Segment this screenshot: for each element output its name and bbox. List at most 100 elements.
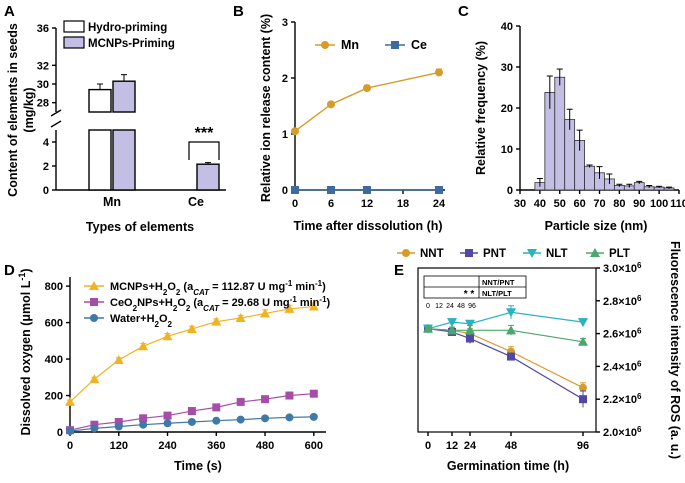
legend-label: Hydro-priming [88, 22, 167, 34]
legend-label: PLT [609, 248, 630, 260]
y-tick-label: 10 [501, 144, 513, 156]
data-point [114, 422, 123, 431]
data-point-NNT [579, 383, 587, 392]
x-axis-title: Types of elements [86, 220, 194, 234]
data-point-PLT [423, 323, 433, 333]
data-point-NLT [506, 308, 516, 318]
data-point [139, 414, 148, 423]
legend-label: MCNPs+H2O2 (aCAT = 112.87 U mg-1 min-1) [110, 279, 326, 297]
x-tick-label: 70 [593, 198, 605, 210]
y-tick-label: 30 [501, 62, 513, 74]
legend-label-part: -1 [319, 295, 327, 304]
data-point-PNT [507, 352, 515, 361]
y-tick-label: 32 [37, 60, 49, 72]
data-point [139, 420, 148, 429]
data-point [163, 411, 172, 420]
x-tick-label: 48 [505, 440, 517, 452]
y-tick-exponent: 6 [637, 326, 642, 335]
inset-tick-label: 48 [457, 303, 465, 310]
series-line [69, 305, 314, 403]
legend-label: Mn [341, 38, 359, 52]
data-point [261, 414, 270, 423]
y-axis-title-sup: -1 [17, 273, 27, 281]
x-tick-label: 110 [670, 198, 685, 210]
bar-lower [112, 129, 136, 191]
legend-label-part: CAT [193, 288, 210, 297]
x-tick-label: 100 [650, 198, 668, 210]
y-tick-label: 3.0×106 [603, 261, 642, 276]
y-tick-label: 20 [501, 103, 513, 115]
significance-stars: * * [464, 289, 475, 300]
data-point [186, 323, 197, 333]
data-point-Mn [435, 68, 443, 77]
y-axis-title: Content of elements in seeds (mg/kg) [6, 23, 36, 197]
data-point-PLT [465, 325, 475, 335]
x-tick-label: 0 [292, 198, 298, 210]
legend-marker [465, 249, 473, 257]
chart-c: 0 10 20 30 40 30 40 50 60 70 80 90 100 110 Particle si… [474, 21, 685, 233]
x-tick-label: 18 [397, 198, 409, 210]
x-tick-label: 50 [554, 198, 566, 210]
y-tick-exponent: 6 [637, 392, 642, 401]
axis-break [50, 109, 62, 128]
legend-label-part: NPs+H [137, 297, 173, 309]
x-tick-label: 0 [425, 440, 431, 452]
bar [196, 163, 220, 191]
inset-tick-label: 24 [446, 303, 454, 310]
data-point [90, 424, 99, 433]
data-point-NLT [465, 319, 475, 329]
data-point [187, 417, 196, 426]
series-line-PNT [427, 328, 584, 400]
data-point [138, 341, 149, 351]
x-tick-label: Mn [103, 195, 121, 209]
significance-bracket [188, 141, 220, 160]
legend-label-part: 2 [173, 304, 178, 313]
y-tick-label: 30 [37, 79, 49, 91]
chart-d: 0 200 400 600 800 0 120 240 360 480 600 MCNPs+H2O2 … [17, 268, 331, 473]
legend-label: Water+H2O2 [110, 313, 173, 329]
y-tick-label: 400 [45, 354, 63, 366]
data-point [89, 374, 100, 384]
y-tick-label: 0 [282, 185, 288, 197]
y-tick-label: 600 [45, 318, 63, 330]
y-axis-title: Dissolved oxygen (μmol L-1) [17, 268, 33, 435]
data-point-Mn [363, 84, 371, 93]
data-point [211, 316, 222, 326]
data-point [261, 395, 270, 404]
data-point [66, 427, 74, 436]
bar-lower [88, 129, 112, 191]
x-tick-label: 6 [328, 198, 334, 210]
legend-label-part: 2 [163, 288, 168, 297]
data-point [309, 412, 318, 421]
inset-tick-label: 12 [435, 303, 443, 310]
y-tick-label: 4 [43, 137, 50, 149]
panel-label-c: C [458, 3, 469, 20]
y-axis-title: Relative frequency (%) [474, 41, 488, 175]
data-point [236, 415, 245, 424]
data-point [308, 301, 319, 311]
panel-label-b: B [233, 3, 244, 20]
y-tick-exponent: 6 [637, 261, 642, 270]
y-axis-title: Relative ion release content (%) [259, 14, 273, 202]
x-tick-label: 0 [67, 440, 73, 452]
legend-marker [590, 248, 600, 257]
y-tick-label: 1 [282, 129, 288, 141]
y-tick-label: 2 [282, 73, 288, 85]
data-point-NLT [447, 318, 457, 328]
x-tick-label: Ce [188, 195, 204, 209]
x-tick-label: 600 [305, 440, 323, 452]
legend-label-part: O [159, 313, 168, 325]
bar [112, 80, 136, 113]
y-axis-title-end: ) [19, 268, 33, 272]
legend-label-part: Water+H [110, 313, 155, 325]
legend-label: NNT [420, 248, 444, 260]
y-tick-label: 0 [57, 427, 63, 439]
data-point [285, 391, 294, 400]
x-tick-label: 12 [446, 440, 458, 452]
legend-label-part: ) [322, 281, 326, 293]
legend-label-part: ) [327, 297, 331, 309]
data-point-Ce [291, 186, 299, 194]
legend-marker [527, 249, 537, 258]
legend-label-part: O [177, 297, 186, 309]
histogram-bar [554, 76, 566, 191]
